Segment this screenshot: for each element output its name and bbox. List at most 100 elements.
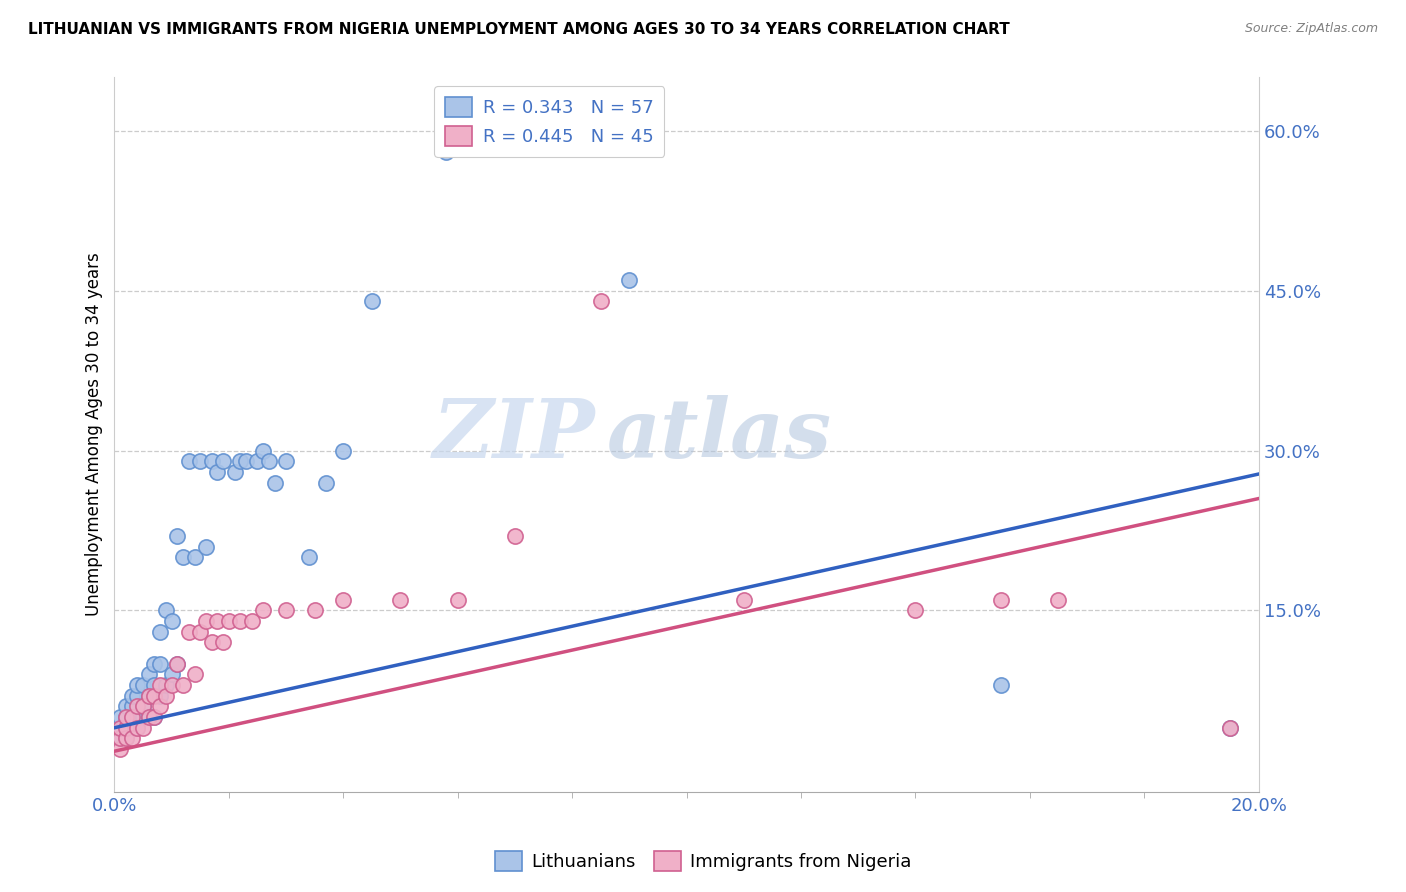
Point [447, 592, 470, 607]
Point [263, 475, 285, 490]
Point [127, 721, 149, 735]
Point [149, 689, 172, 703]
Point [194, 614, 217, 628]
Point [143, 710, 166, 724]
Text: LITHUANIAN VS IMMIGRANTS FROM NIGERIA UNEMPLOYMENT AMONG AGES 30 TO 34 YEARS COR: LITHUANIAN VS IMMIGRANTS FROM NIGERIA UN… [28, 22, 1010, 37]
Text: Source: ZipAtlas.com: Source: ZipAtlas.com [1244, 22, 1378, 36]
Point [1219, 721, 1241, 735]
Point [108, 721, 131, 735]
Point [138, 689, 160, 703]
Point [132, 710, 155, 724]
Point [207, 614, 229, 628]
Point [108, 742, 131, 756]
Point [503, 529, 526, 543]
Point [218, 614, 240, 628]
Point [990, 592, 1012, 607]
Point [589, 294, 612, 309]
Point [619, 273, 641, 287]
Point [132, 678, 155, 692]
Point [143, 689, 166, 703]
Point [155, 603, 177, 617]
Point [389, 592, 412, 607]
Point [143, 710, 166, 724]
Point [127, 721, 149, 735]
Point [212, 635, 235, 649]
Point [149, 699, 172, 714]
Point [904, 603, 927, 617]
Point [166, 657, 188, 671]
Point [252, 443, 274, 458]
Point [257, 454, 280, 468]
Point [160, 667, 183, 681]
Point [121, 710, 143, 724]
Point [143, 678, 166, 692]
Point [138, 710, 160, 724]
Point [434, 145, 457, 159]
Point [127, 699, 149, 714]
Point [246, 454, 269, 468]
Point [194, 540, 217, 554]
Point [990, 678, 1012, 692]
Point [155, 678, 177, 692]
Point [121, 731, 143, 746]
Point [108, 721, 131, 735]
Point [172, 550, 194, 565]
Point [138, 667, 160, 681]
Point [166, 657, 188, 671]
Point [252, 603, 274, 617]
Point [121, 710, 143, 724]
Point [166, 529, 188, 543]
Y-axis label: Unemployment Among Ages 30 to 34 years: Unemployment Among Ages 30 to 34 years [86, 252, 103, 616]
Text: ZIP: ZIP [433, 394, 595, 475]
Point [127, 710, 149, 724]
Point [115, 710, 138, 724]
Point [149, 657, 172, 671]
Point [274, 603, 297, 617]
Point [224, 465, 246, 479]
Point [304, 603, 326, 617]
Point [201, 635, 224, 649]
Point [155, 689, 177, 703]
Point [177, 454, 200, 468]
Point [212, 454, 235, 468]
Point [160, 678, 183, 692]
Point [188, 454, 211, 468]
Point [132, 699, 155, 714]
Point [115, 721, 138, 735]
Point [127, 678, 149, 692]
Point [240, 614, 263, 628]
Point [172, 678, 194, 692]
Point [115, 710, 138, 724]
Point [183, 667, 205, 681]
Legend: R = 0.343   N = 57, R = 0.445   N = 45: R = 0.343 N = 57, R = 0.445 N = 45 [434, 87, 665, 157]
Point [108, 710, 131, 724]
Point [138, 689, 160, 703]
Point [332, 443, 354, 458]
Point [332, 592, 354, 607]
Point [121, 689, 143, 703]
Point [115, 721, 138, 735]
Point [115, 731, 138, 746]
Point [315, 475, 337, 490]
Point [121, 721, 143, 735]
Point [229, 614, 252, 628]
Point [360, 294, 382, 309]
Point [1047, 592, 1070, 607]
Point [207, 465, 229, 479]
Point [1219, 721, 1241, 735]
Point [143, 657, 166, 671]
Point [229, 454, 252, 468]
Point [132, 721, 155, 735]
Point [127, 689, 149, 703]
Point [115, 731, 138, 746]
Point [108, 731, 131, 746]
Point [201, 454, 224, 468]
Point [132, 699, 155, 714]
Point [298, 550, 321, 565]
Point [177, 624, 200, 639]
Point [183, 550, 205, 565]
Point [108, 731, 131, 746]
Point [149, 678, 172, 692]
Point [115, 699, 138, 714]
Point [138, 710, 160, 724]
